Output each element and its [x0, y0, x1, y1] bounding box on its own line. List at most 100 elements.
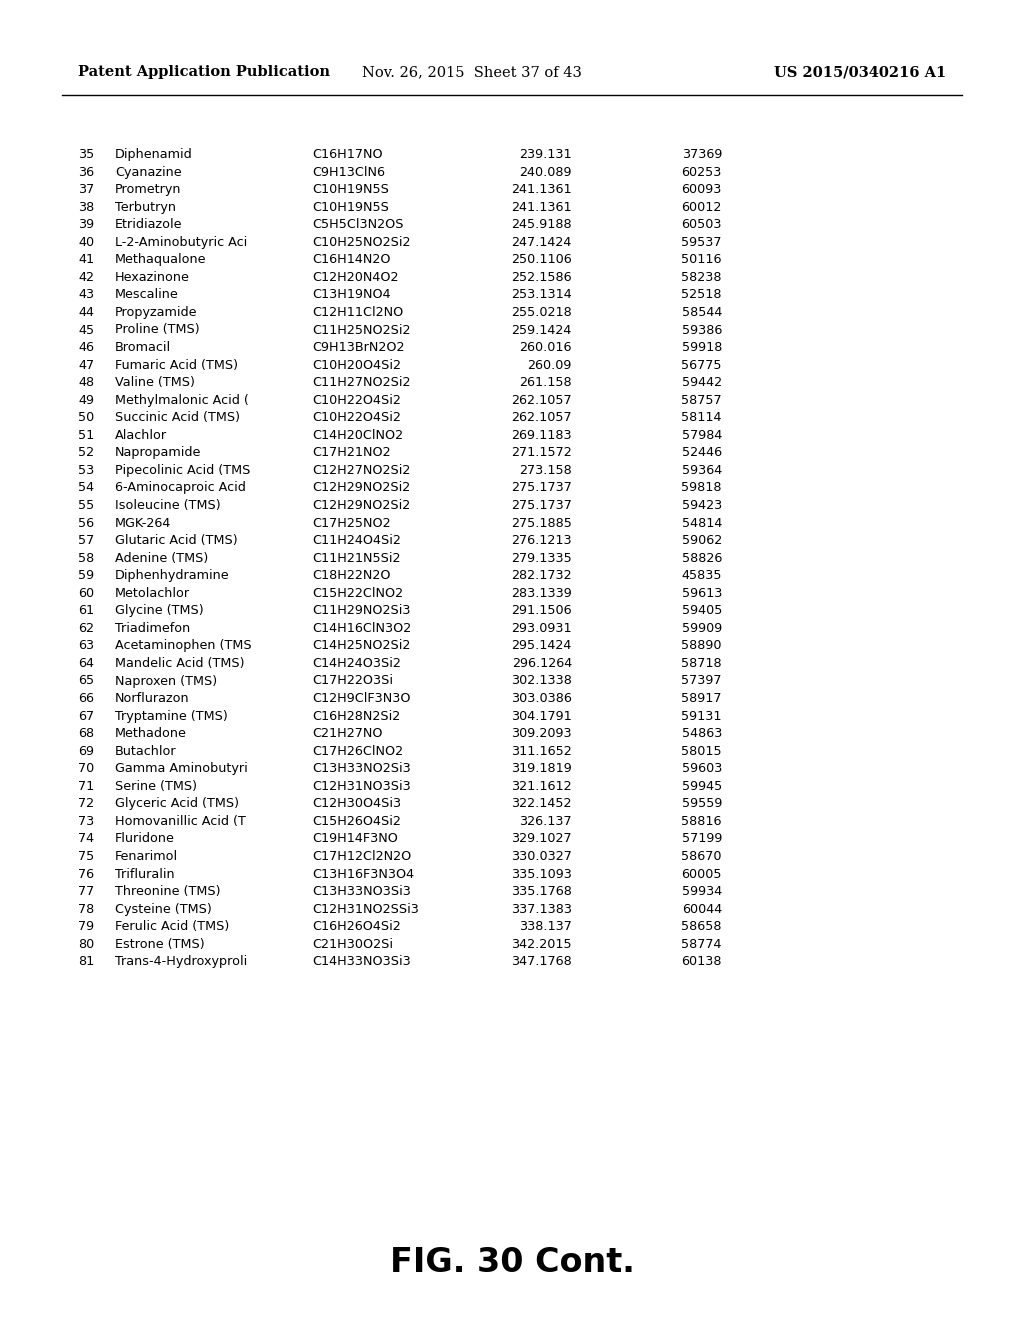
Text: 260.016: 260.016: [519, 341, 572, 354]
Text: 44: 44: [78, 306, 94, 319]
Text: 53: 53: [78, 463, 94, 477]
Text: 55: 55: [78, 499, 94, 512]
Text: 275.1737: 275.1737: [511, 482, 572, 495]
Text: Adenine (TMS): Adenine (TMS): [115, 552, 208, 565]
Text: 60093: 60093: [682, 183, 722, 197]
Text: 262.1057: 262.1057: [511, 412, 572, 424]
Text: C11H21N5Si2: C11H21N5Si2: [312, 552, 400, 565]
Text: C14H16ClN3O2: C14H16ClN3O2: [312, 622, 412, 635]
Text: 58757: 58757: [681, 393, 722, 407]
Text: 241.1361: 241.1361: [511, 183, 572, 197]
Text: C17H26ClNO2: C17H26ClNO2: [312, 744, 403, 758]
Text: 319.1819: 319.1819: [511, 762, 572, 775]
Text: 52446: 52446: [682, 446, 722, 459]
Text: C16H28N2Si2: C16H28N2Si2: [312, 710, 400, 722]
Text: 71: 71: [78, 780, 94, 793]
Text: 50116: 50116: [682, 253, 722, 267]
Text: 58917: 58917: [682, 692, 722, 705]
Text: 54814: 54814: [682, 516, 722, 529]
Text: Trifluralin: Trifluralin: [115, 867, 175, 880]
Text: 35: 35: [78, 148, 94, 161]
Text: 43: 43: [78, 288, 94, 301]
Text: Trans-4-Hydroxyproli: Trans-4-Hydroxyproli: [115, 956, 247, 969]
Text: 58774: 58774: [682, 937, 722, 950]
Text: C10H19N5S: C10H19N5S: [312, 201, 389, 214]
Text: 58658: 58658: [682, 920, 722, 933]
Text: 309.2093: 309.2093: [511, 727, 572, 741]
Text: 36: 36: [78, 165, 94, 178]
Text: 51: 51: [78, 429, 94, 442]
Text: C13H19NO4: C13H19NO4: [312, 288, 390, 301]
Text: C15H22ClNO2: C15H22ClNO2: [312, 587, 403, 599]
Text: Glutaric Acid (TMS): Glutaric Acid (TMS): [115, 535, 238, 546]
Text: C14H25NO2Si2: C14H25NO2Si2: [312, 639, 411, 652]
Text: C18H22N2O: C18H22N2O: [312, 569, 390, 582]
Text: 59818: 59818: [682, 482, 722, 495]
Text: Threonine (TMS): Threonine (TMS): [115, 886, 220, 898]
Text: 57: 57: [78, 535, 94, 546]
Text: C11H27NO2Si2: C11H27NO2Si2: [312, 376, 411, 389]
Text: Cyanazine: Cyanazine: [115, 165, 181, 178]
Text: Estrone (TMS): Estrone (TMS): [115, 937, 205, 950]
Text: 78: 78: [78, 903, 94, 916]
Text: Diphenhydramine: Diphenhydramine: [115, 569, 229, 582]
Text: 259.1424: 259.1424: [512, 323, 572, 337]
Text: C14H24O3Si2: C14H24O3Si2: [312, 657, 400, 671]
Text: 79: 79: [78, 920, 94, 933]
Text: C14H33NO3Si3: C14H33NO3Si3: [312, 956, 411, 969]
Text: Gamma Aminobutyri: Gamma Aminobutyri: [115, 762, 248, 775]
Text: 56775: 56775: [682, 359, 722, 372]
Text: C16H14N2O: C16H14N2O: [312, 253, 390, 267]
Text: 41: 41: [78, 253, 94, 267]
Text: 50: 50: [78, 412, 94, 424]
Text: 59934: 59934: [682, 886, 722, 898]
Text: C17H22O3Si: C17H22O3Si: [312, 675, 393, 688]
Text: Diphenamid: Diphenamid: [115, 148, 193, 161]
Text: 56: 56: [78, 516, 94, 529]
Text: 59918: 59918: [682, 341, 722, 354]
Text: 58826: 58826: [682, 552, 722, 565]
Text: 81: 81: [78, 956, 94, 969]
Text: Prometryn: Prometryn: [115, 183, 181, 197]
Text: 59613: 59613: [682, 587, 722, 599]
Text: US 2015/0340216 A1: US 2015/0340216 A1: [774, 65, 946, 79]
Text: C14H20ClNO2: C14H20ClNO2: [312, 429, 403, 442]
Text: 76: 76: [78, 867, 94, 880]
Text: C13H33NO2Si3: C13H33NO2Si3: [312, 762, 411, 775]
Text: Etridiazole: Etridiazole: [115, 218, 182, 231]
Text: MGK-264: MGK-264: [115, 516, 171, 529]
Text: 59423: 59423: [682, 499, 722, 512]
Text: Homovanillic Acid (T: Homovanillic Acid (T: [115, 814, 246, 828]
Text: 59537: 59537: [682, 236, 722, 248]
Text: 73: 73: [78, 814, 94, 828]
Text: Patent Application Publication: Patent Application Publication: [78, 65, 330, 79]
Text: C12H29NO2Si2: C12H29NO2Si2: [312, 499, 411, 512]
Text: Acetaminophen (TMS: Acetaminophen (TMS: [115, 639, 252, 652]
Text: C16H26O4Si2: C16H26O4Si2: [312, 920, 400, 933]
Text: C10H22O4Si2: C10H22O4Si2: [312, 412, 400, 424]
Text: Cysteine (TMS): Cysteine (TMS): [115, 903, 212, 916]
Text: L-2-Aminobutyric Aci: L-2-Aminobutyric Aci: [115, 236, 247, 248]
Text: 303.0386: 303.0386: [511, 692, 572, 705]
Text: 60: 60: [78, 587, 94, 599]
Text: Fenarimol: Fenarimol: [115, 850, 178, 863]
Text: 72: 72: [78, 797, 94, 810]
Text: FIG. 30 Cont.: FIG. 30 Cont.: [389, 1246, 635, 1279]
Text: C13H16F3N3O4: C13H16F3N3O4: [312, 867, 414, 880]
Text: 293.0931: 293.0931: [511, 622, 572, 635]
Text: 69: 69: [78, 744, 94, 758]
Text: 70: 70: [78, 762, 94, 775]
Text: 282.1732: 282.1732: [511, 569, 572, 582]
Text: Isoleucine (TMS): Isoleucine (TMS): [115, 499, 220, 512]
Text: 321.1612: 321.1612: [511, 780, 572, 793]
Text: Serine (TMS): Serine (TMS): [115, 780, 197, 793]
Text: 245.9188: 245.9188: [511, 218, 572, 231]
Text: C11H25NO2Si2: C11H25NO2Si2: [312, 323, 411, 337]
Text: 66: 66: [78, 692, 94, 705]
Text: 45: 45: [78, 323, 94, 337]
Text: 59405: 59405: [682, 605, 722, 618]
Text: 260.09: 260.09: [527, 359, 572, 372]
Text: 269.1183: 269.1183: [511, 429, 572, 442]
Text: 271.1572: 271.1572: [511, 446, 572, 459]
Text: Proline (TMS): Proline (TMS): [115, 323, 200, 337]
